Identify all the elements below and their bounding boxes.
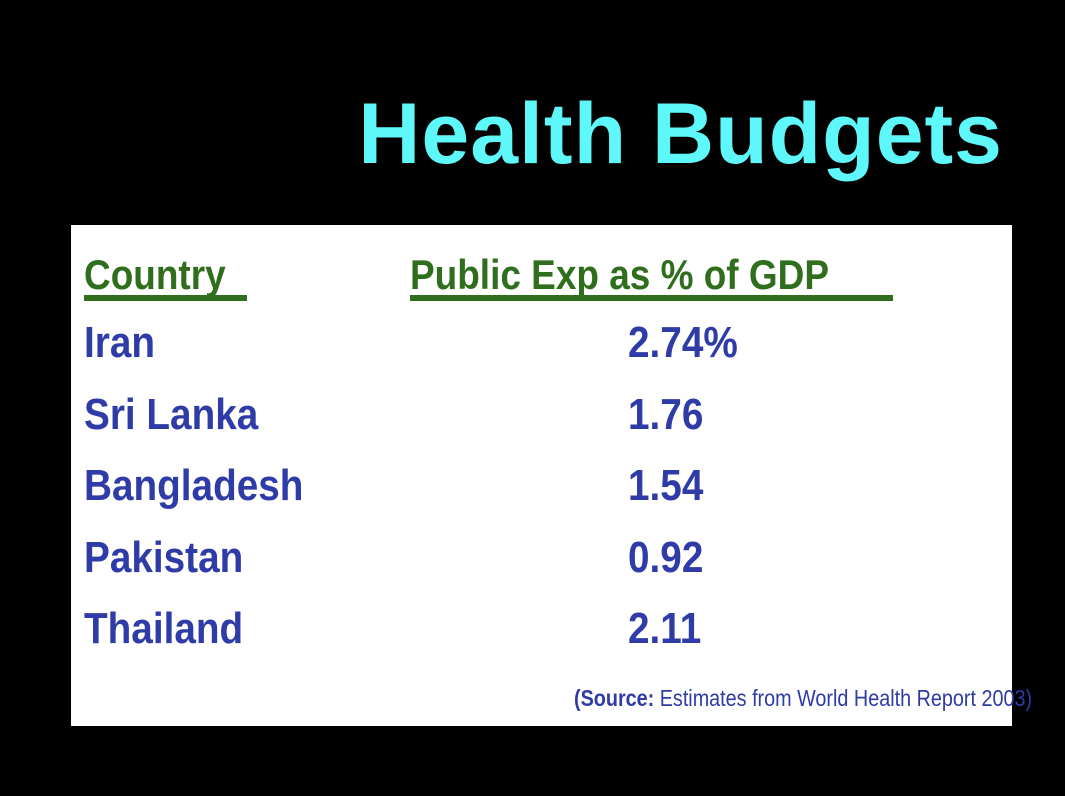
source-label: (Source:: [574, 685, 655, 711]
expenditure-table: Country Public Exp as % of GDP Iran 2.74…: [71, 225, 1032, 726]
table-row: Sri Lanka 1.76: [71, 385, 1012, 445]
slide-title: Health Budgets: [358, 86, 1003, 182]
country-cell: Pakistan: [84, 533, 244, 582]
value-cell: 2.11: [628, 604, 702, 653]
table-row: Pakistan 0.92: [71, 528, 1012, 588]
country-cell: Iran: [84, 318, 156, 367]
country-cell: Bangladesh: [84, 461, 304, 510]
value-cell: 2.74%: [628, 318, 738, 367]
value-cell: 1.76: [628, 390, 704, 439]
header-country: Country: [84, 251, 226, 298]
header-country-underline: [84, 295, 247, 301]
table-row: Thailand 2.11: [71, 599, 1012, 659]
country-cell: Sri Lanka: [84, 390, 259, 439]
country-cell: Thailand: [84, 604, 244, 653]
table-row: Iran 2.74%: [71, 313, 1012, 373]
source-note: (Source: Estimates from World Health Rep…: [574, 683, 1032, 713]
table-row: Bangladesh 1.54: [71, 456, 1012, 516]
header-public-exp-underline: [410, 295, 893, 301]
source-text: Estimates from World Health Report 2003): [654, 685, 1033, 711]
header-public-exp: Public Exp as % of GDP: [410, 251, 829, 298]
value-cell: 0.92: [628, 533, 704, 582]
value-cell: 1.54: [628, 461, 704, 510]
